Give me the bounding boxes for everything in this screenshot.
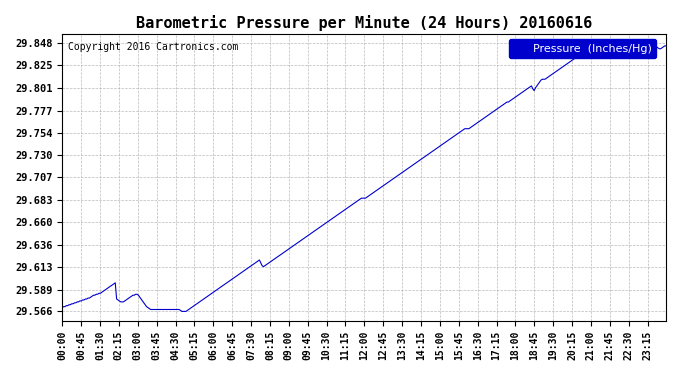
- Title: Barometric Pressure per Minute (24 Hours) 20160616: Barometric Pressure per Minute (24 Hours…: [136, 15, 592, 31]
- Text: Copyright 2016 Cartronics.com: Copyright 2016 Cartronics.com: [68, 42, 239, 52]
- Legend: Pressure  (Inches/Hg): Pressure (Inches/Hg): [509, 39, 656, 58]
